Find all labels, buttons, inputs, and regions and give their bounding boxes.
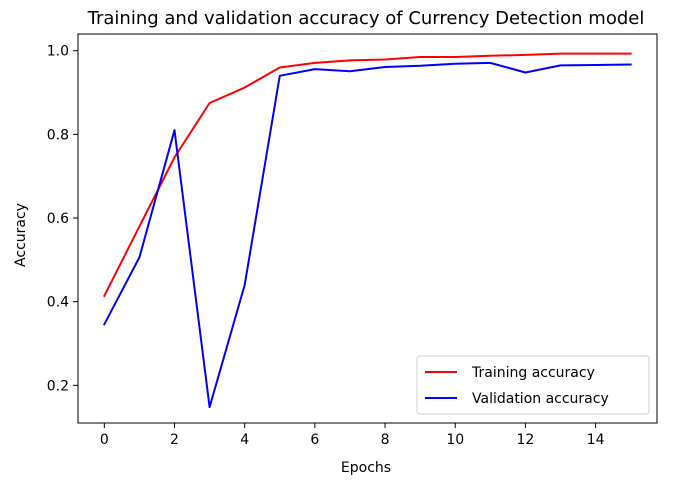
- x-tick-label: 6: [310, 432, 319, 448]
- x-tick-label: 4: [240, 432, 249, 448]
- y-tick-label: 0.8: [47, 127, 69, 143]
- x-tick-label: 8: [381, 432, 390, 448]
- legend-label: Training accuracy: [471, 365, 595, 381]
- series-line-validation: [102, 61, 632, 409]
- series-line-training: [102, 52, 632, 298]
- plot-frame: [77, 33, 658, 424]
- x-tick-label: 10: [446, 432, 464, 448]
- x-tick-label: 14: [587, 432, 605, 448]
- y-tick-label: 0.6: [47, 211, 69, 227]
- y-tick-label: 0.2: [47, 378, 69, 394]
- legend: Training accuracy Validation accuracy: [416, 355, 650, 415]
- legend-label: Validation accuracy: [472, 391, 609, 407]
- y-tick-label: 1.0: [47, 44, 69, 60]
- legend-box: [416, 355, 650, 415]
- chart-title: Training and validation accuracy of Curr…: [87, 8, 645, 29]
- x-axis-label: Epochs: [341, 460, 391, 476]
- y-axis-label: Accuracy: [13, 203, 29, 267]
- y-tick-label: 0.4: [47, 295, 69, 311]
- x-tick-label: 2: [170, 432, 179, 448]
- x-tick-label: 12: [516, 432, 534, 448]
- x-tick-label: 0: [100, 432, 109, 448]
